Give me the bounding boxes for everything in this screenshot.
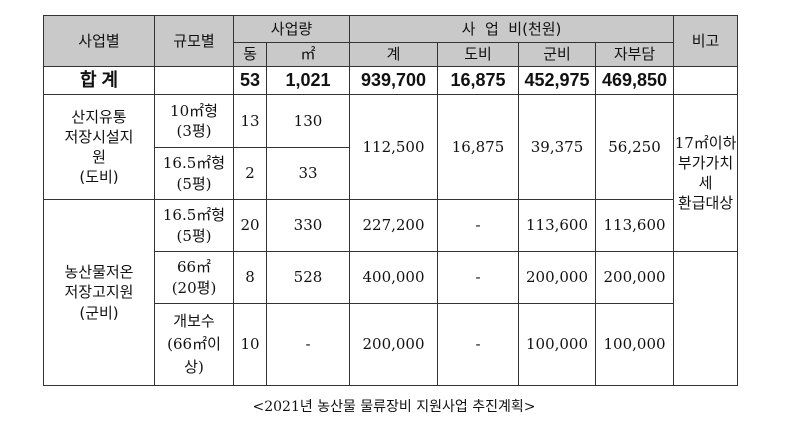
- group2-name-line: 저장고지원: [64, 283, 134, 302]
- group2-name-line: (군비): [79, 303, 119, 322]
- group2-row1-county: 113,600: [518, 199, 596, 252]
- total-area: 1,021: [266, 66, 350, 95]
- total-self: 469,850: [594, 66, 675, 95]
- group2-row1-count: 20: [233, 199, 267, 252]
- header-cost-county: 군비: [518, 42, 596, 67]
- group2-row1-sum: 227,200: [349, 199, 438, 252]
- group1-row2-area: 33: [266, 147, 350, 200]
- group1-sum: 112,500: [349, 94, 438, 200]
- header-quantity: 사업량: [233, 15, 350, 43]
- scale-line: 16.5㎡형: [162, 206, 226, 225]
- group2-row3-area: -: [266, 303, 350, 386]
- total-note-empty: [673, 66, 739, 95]
- group2-row3-self: 100,000: [594, 303, 675, 386]
- scale-line: 상): [184, 358, 204, 377]
- scale-line: 16.5㎡형: [162, 154, 226, 173]
- group2-row3-sum: 200,000: [349, 303, 438, 386]
- header-cost: 사 업 비(천원): [348, 15, 675, 43]
- total-row: 합 계 53 1,021 939,700 16,875 452,975 469,…: [43, 66, 739, 95]
- scale-line: (3평): [176, 122, 212, 140]
- group2-name-line: 농산물저온: [64, 263, 134, 282]
- total-label: 합 계: [43, 66, 155, 95]
- group1-province: 16,875: [437, 94, 519, 200]
- group1-name-line: 산지유통: [71, 107, 127, 126]
- group2-row1-scale: 16.5㎡형 (5평): [154, 199, 234, 252]
- table-row: 산지유통 저장시설지 원 (도비) 10㎡형 (3평) 13 130 112,5…: [43, 94, 739, 252]
- group1-row1-area: 130: [266, 94, 350, 148]
- group1-county: 39,375: [518, 94, 596, 200]
- note-empty-cell: [673, 251, 739, 386]
- scale-line: (20평): [171, 278, 217, 297]
- group1-self: 56,250: [594, 94, 675, 200]
- header-category: 사업별: [43, 15, 155, 67]
- scale-line: (5평): [176, 226, 212, 245]
- scale-line: (66㎡이: [167, 334, 221, 353]
- group2-row1-province: -: [437, 199, 519, 252]
- total-count: 53: [233, 66, 267, 95]
- group2-row2-province: -: [437, 251, 519, 304]
- group2-row1-self: 113,600: [594, 199, 675, 252]
- group1-row2-scale: 16.5㎡형 (5평): [154, 147, 234, 200]
- group1-name: 산지유통 저장시설지 원 (도비): [43, 94, 155, 200]
- table-row: 16.5㎡형 (5평) 2 33: [44, 147, 738, 200]
- group2-row1-area: 330: [266, 199, 350, 252]
- group1-row2-count: 2: [233, 147, 267, 200]
- scale-line: 개보수: [173, 311, 215, 330]
- group1-row1-scale: 10㎡형 (3평): [154, 94, 234, 148]
- header-cost-province: 도비: [437, 42, 519, 67]
- header-cost-total: 계: [349, 42, 438, 67]
- header-note: 비고: [673, 15, 739, 67]
- group2-row2-area: 528: [266, 251, 350, 304]
- note-line: 부가가치: [677, 153, 734, 172]
- total-scale-empty: [154, 66, 234, 95]
- note-line: 환급대상: [677, 194, 734, 213]
- total-province: 16,875: [437, 66, 519, 95]
- group2-row3-count: 10: [233, 303, 267, 386]
- group2-row3-county: 100,000: [518, 303, 596, 386]
- scale-line: 66㎡: [176, 258, 212, 277]
- group2-row2-count: 8: [233, 251, 267, 304]
- group2-row2-county: 200,000: [518, 251, 596, 304]
- note-cell: 17㎡이하 부가가치 세 환급대상: [673, 94, 739, 252]
- total-sum: 939,700: [349, 66, 438, 95]
- group2-name: 농산물저온 저장고지원 (군비): [43, 199, 155, 386]
- header-qty-area: ㎡: [266, 42, 350, 67]
- note-line: 세: [698, 174, 713, 192]
- group1-name-line: 저장시설지: [64, 127, 134, 146]
- table-row: 66㎡ (20평) 8 528 400,000 - 200,000 200,00…: [44, 251, 739, 386]
- scale-line: 10㎡형: [170, 101, 218, 120]
- group1-row1-count: 13: [233, 94, 267, 148]
- group2-row2-scale: 66㎡ (20평): [154, 251, 234, 304]
- table-row: 개보수 (66㎡이 상) 10 - 200,000 - 100,000 100,…: [44, 303, 738, 386]
- group2-row3-scale: 개보수 (66㎡이 상): [154, 303, 234, 386]
- header-cost-self: 자부담: [594, 42, 675, 67]
- header-qty-count: 동: [233, 42, 267, 67]
- group1-name-line: 원: [92, 148, 106, 166]
- table-row: 농산물저온 저장고지원 (군비) 16.5㎡형 (5평) 20 330 227,…: [43, 199, 738, 386]
- total-county: 452,975: [518, 66, 596, 95]
- group2-row3-province: -: [437, 303, 519, 386]
- group2-row2-sum: 400,000: [349, 251, 438, 304]
- note-line: 17㎡이하: [674, 133, 737, 152]
- plan-table: 사업별 규모별 사업량 사 업 비(천원) 비고 동 ㎡ 계 도비 군비 자부담…: [43, 15, 739, 386]
- group1-name-line: (도비): [79, 168, 119, 187]
- table-caption: <2021년 농산물 물류장비 지원사업 추진계획>: [252, 399, 536, 415]
- header-scale: 규모별: [154, 15, 234, 67]
- group2-row2-self: 200,000: [594, 251, 675, 304]
- scale-line: (5평): [176, 174, 212, 193]
